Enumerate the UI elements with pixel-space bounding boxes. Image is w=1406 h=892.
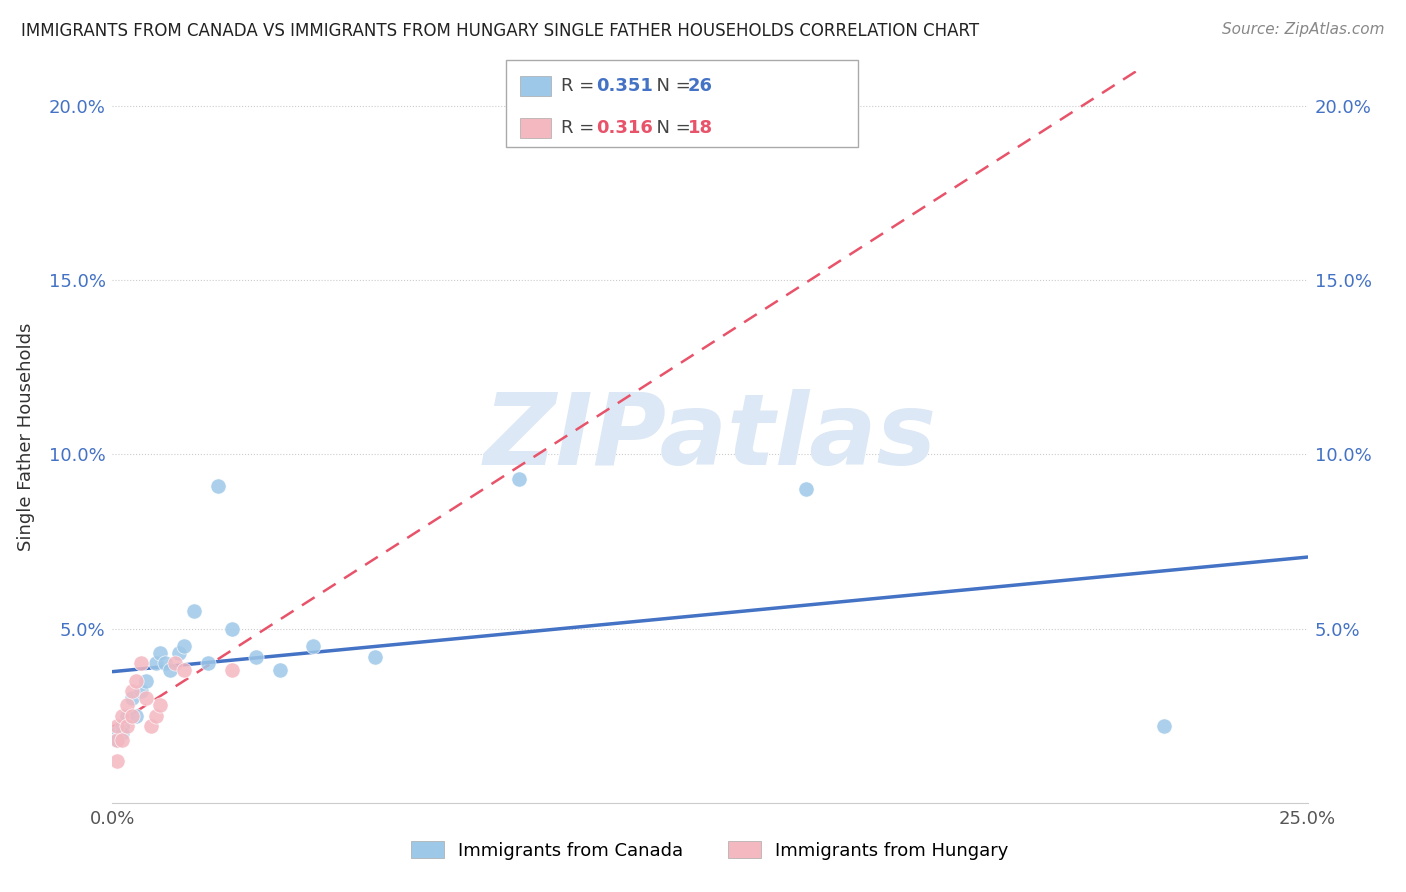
Point xyxy=(115,698,138,713)
Point xyxy=(1153,719,1175,733)
Point xyxy=(105,719,128,733)
Point xyxy=(125,673,148,688)
Point xyxy=(129,657,152,671)
Point xyxy=(221,622,243,636)
Point xyxy=(111,733,134,747)
Point xyxy=(111,708,134,723)
Text: 26: 26 xyxy=(688,77,713,95)
Point xyxy=(183,604,205,618)
Point xyxy=(105,733,128,747)
Point xyxy=(149,646,172,660)
Point xyxy=(159,664,181,678)
Y-axis label: Single Father Households: Single Father Households xyxy=(17,323,35,551)
Point xyxy=(111,719,134,733)
Text: IMMIGRANTS FROM CANADA VS IMMIGRANTS FROM HUNGARY SINGLE FATHER HOUSEHOLDS CORRE: IMMIGRANTS FROM CANADA VS IMMIGRANTS FRO… xyxy=(21,22,979,40)
Point xyxy=(302,639,325,653)
Point xyxy=(145,708,167,723)
Point xyxy=(207,479,229,493)
Point xyxy=(173,639,195,653)
Point xyxy=(245,649,267,664)
Text: 18: 18 xyxy=(688,119,713,137)
Point xyxy=(115,708,138,723)
Point xyxy=(105,726,128,740)
Point xyxy=(139,719,162,733)
Text: 0.351: 0.351 xyxy=(596,77,652,95)
Point xyxy=(153,657,176,671)
Point xyxy=(121,708,143,723)
Point xyxy=(269,664,291,678)
Point xyxy=(149,698,172,713)
Point xyxy=(135,691,157,706)
Point xyxy=(125,708,148,723)
Point xyxy=(169,646,191,660)
Point xyxy=(163,657,186,671)
Text: R =: R = xyxy=(561,119,600,137)
Point xyxy=(111,726,134,740)
Point xyxy=(794,483,817,497)
Point xyxy=(105,733,128,747)
Point xyxy=(145,657,167,671)
Text: 0.316: 0.316 xyxy=(596,119,652,137)
Point xyxy=(129,684,152,698)
Point xyxy=(221,664,243,678)
Legend: Immigrants from Canada, Immigrants from Hungary: Immigrants from Canada, Immigrants from … xyxy=(404,834,1017,867)
Text: N =: N = xyxy=(645,77,697,95)
Text: Source: ZipAtlas.com: Source: ZipAtlas.com xyxy=(1222,22,1385,37)
Point xyxy=(121,684,143,698)
Text: ZIPatlas: ZIPatlas xyxy=(484,389,936,485)
Point xyxy=(135,673,157,688)
Point xyxy=(105,754,128,768)
Text: N =: N = xyxy=(645,119,697,137)
Point xyxy=(121,691,143,706)
Point xyxy=(115,719,138,733)
Point xyxy=(508,472,530,486)
Point xyxy=(364,649,387,664)
Point xyxy=(197,657,219,671)
Text: R =: R = xyxy=(561,77,600,95)
Point xyxy=(173,664,195,678)
